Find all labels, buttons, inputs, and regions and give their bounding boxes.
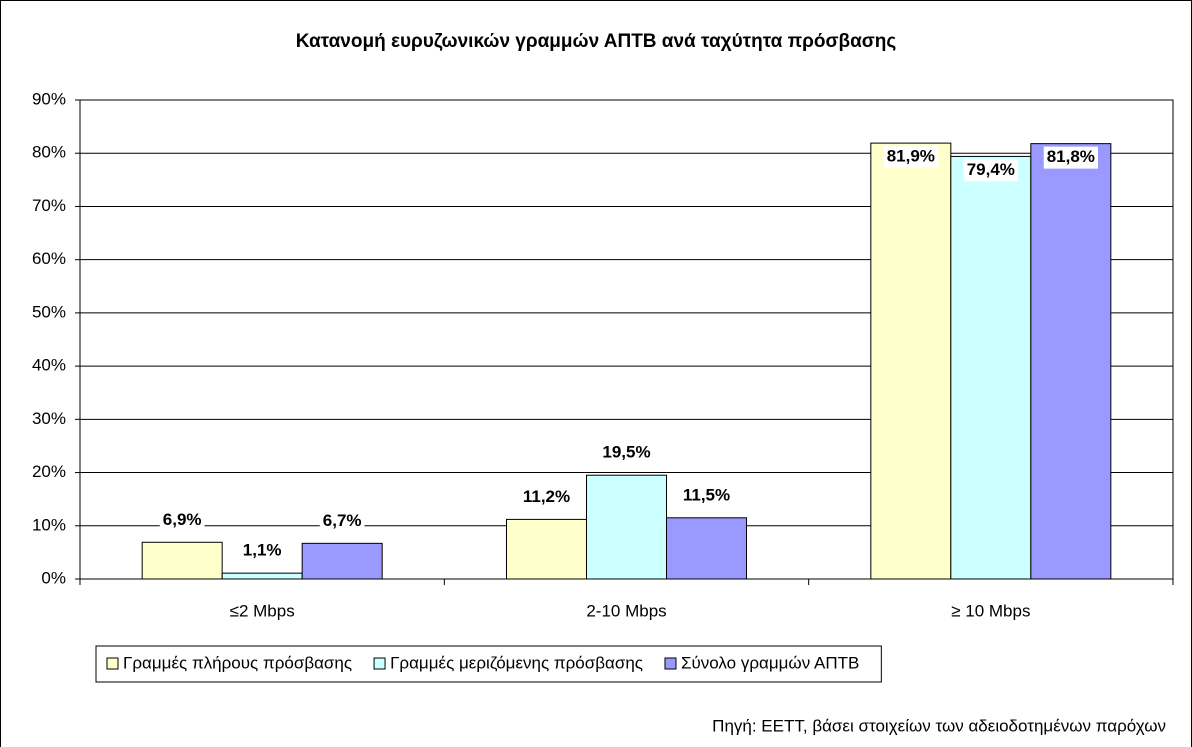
value-label: 11,5% <box>683 485 730 504</box>
value-label: 19,5% <box>602 443 650 462</box>
bar <box>666 517 747 580</box>
bar <box>870 142 952 580</box>
value-label: 81,9% <box>887 147 935 166</box>
y-tick-label: 40% <box>32 356 66 375</box>
value-label: 79,4% <box>967 160 1015 179</box>
legend-label: Γραμμές μεριζόμενης πρόσβασης <box>390 653 643 672</box>
value-label-bg <box>679 484 734 507</box>
legend-label: Σύνολο γραμμών ΑΠΤΒ <box>681 653 859 672</box>
value-label: 1,1% <box>243 541 282 560</box>
legend-swatch <box>664 657 677 670</box>
value-label: 6,7% <box>323 511 362 530</box>
y-tick-label: 20% <box>32 462 66 481</box>
y-tick-label: 10% <box>32 515 66 534</box>
value-label-bg <box>1043 146 1098 169</box>
y-tick-label: 80% <box>32 143 66 162</box>
bar <box>141 541 223 580</box>
value-label: 81,8% <box>1047 147 1095 166</box>
value-label-bg <box>319 510 365 533</box>
value-label: 6,9% <box>163 510 202 529</box>
value-label-bg <box>883 146 938 169</box>
value-label-bg <box>239 540 285 563</box>
y-tick-label: 0% <box>41 568 66 587</box>
legend-swatch <box>373 657 386 670</box>
legend-swatch <box>106 657 119 670</box>
x-tick-label: 2-10 Mbps <box>586 601 666 620</box>
value-label-bg <box>519 486 574 509</box>
value-label: 11,2% <box>523 487 570 506</box>
bar <box>301 542 383 580</box>
chart-title: Κατανομή ευρυζωνικών γραμμών ΑΠΤΒ ανά τα… <box>296 31 897 52</box>
y-tick-label: 70% <box>32 196 66 215</box>
legend-label: Γραμμές πλήρους πρόσβασης <box>123 653 352 672</box>
legend-box <box>95 645 882 683</box>
value-label-bg <box>159 509 205 532</box>
x-tick-label: ≤2 Mbps <box>230 601 295 620</box>
bar <box>221 572 303 580</box>
x-tick-label: ≥ 10 Mbps <box>951 601 1030 620</box>
value-label-bg <box>599 442 654 465</box>
bar <box>506 518 587 580</box>
y-tick-label: 50% <box>32 302 66 321</box>
bar <box>1030 143 1112 580</box>
y-tick-label: 30% <box>32 409 66 428</box>
value-label-bg <box>963 159 1018 182</box>
y-tick-label: 90% <box>32 89 66 108</box>
y-tick-label: 60% <box>32 249 66 268</box>
bar <box>950 155 1032 580</box>
source-note: Πηγή: ΕΕΤΤ, βάσει στοιχείων των αδειοδοτ… <box>712 716 1166 735</box>
bar <box>586 474 667 580</box>
